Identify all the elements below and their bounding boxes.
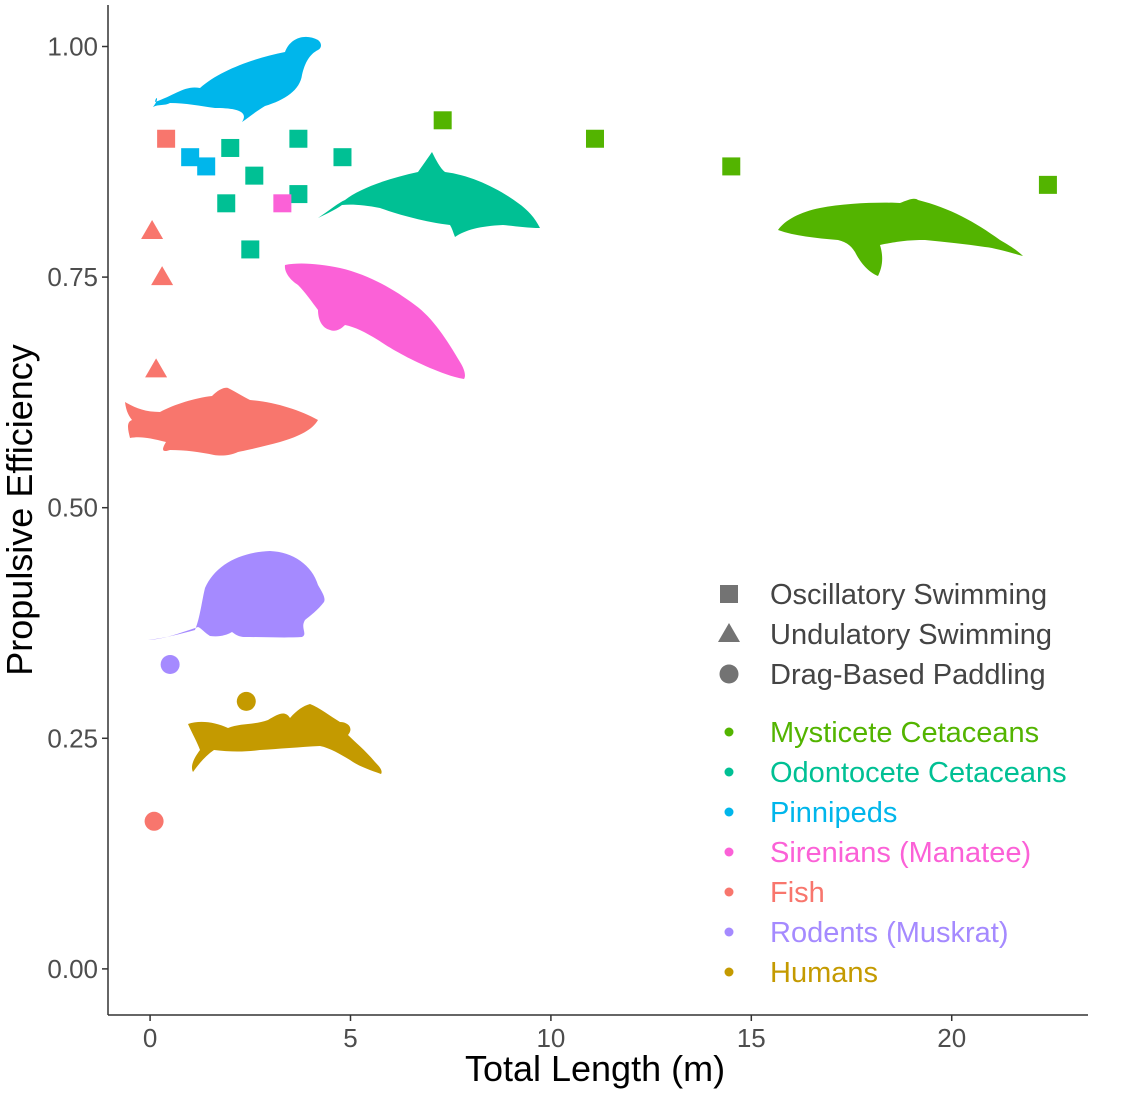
legend-shape-key (719, 664, 739, 684)
data-point (197, 157, 216, 176)
seal-silhouette (153, 36, 321, 122)
x-axis-title: Total Length (m) (465, 1048, 725, 1089)
data-point (273, 194, 292, 213)
swimmer-silhouette (188, 704, 382, 774)
data-point (145, 358, 168, 378)
y-tick-label: 0.00 (47, 954, 98, 984)
data-point (217, 194, 236, 213)
data-point (245, 166, 264, 185)
y-tick-label: 1.00 (47, 32, 98, 62)
y-ticks: 0.00 0.25 0.50 0.75 1.00 (47, 32, 108, 984)
y-tick-label: 0.25 (47, 723, 98, 753)
data-point (585, 129, 604, 148)
data-point (289, 129, 308, 148)
legend-color-key (724, 807, 734, 817)
y-axis-title: Propulsive Efficiency (0, 344, 40, 676)
fish-silhouette (125, 387, 318, 456)
x-tick-label: 15 (737, 1023, 766, 1053)
animal-silhouettes (125, 36, 1023, 774)
legend-series-label: Mysticete Cetaceans (770, 717, 1039, 749)
legend-series-label: Sirenians (Manatee) (770, 837, 1031, 869)
data-point (157, 129, 176, 148)
legend-color-key (724, 927, 734, 937)
legend-shape-label: Undulatory Swimming (770, 619, 1052, 651)
manatee-silhouette (284, 263, 465, 379)
data-point (151, 266, 174, 286)
legend-shape-key (718, 623, 740, 642)
legend-shape-key (720, 585, 738, 603)
data-point (221, 138, 240, 157)
data-points (141, 111, 1057, 831)
legend-color-key (724, 887, 734, 897)
x-tick-label: 5 (343, 1023, 357, 1053)
legend-series-label: Odontocete Cetaceans (770, 757, 1067, 789)
data-point (236, 691, 256, 711)
data-point (160, 654, 180, 674)
data-point (144, 811, 164, 831)
y-tick-label: 0.75 (47, 262, 98, 292)
legend-shape-label: Drag-Based Paddling (770, 659, 1046, 691)
data-point (722, 157, 741, 176)
dolphin-silhouette (318, 152, 540, 237)
legend-series-label: Pinnipeds (770, 797, 897, 829)
x-tick-label: 0 (143, 1023, 157, 1053)
legend-series-label: Rodents (Muskrat) (770, 917, 1009, 949)
data-point (333, 148, 352, 167)
legend-shape-label: Oscillatory Swimming (770, 579, 1047, 611)
humpback-whale-silhouette (778, 198, 1023, 276)
legend-series-label: Humans (770, 957, 878, 989)
legend-color-key (724, 967, 734, 977)
data-point (1038, 175, 1057, 194)
legend-color-key (724, 767, 734, 777)
data-point (181, 148, 200, 167)
data-point (289, 185, 308, 204)
axes (107, 5, 1088, 1016)
data-point (241, 240, 260, 259)
y-tick-label: 0.50 (47, 493, 98, 523)
legend: Oscillatory Swimming Undulatory Swimming D… (718, 579, 1067, 989)
x-ticks: 0 5 10 15 20 (143, 1015, 966, 1053)
x-tick-label: 20 (937, 1023, 966, 1053)
x-tick-label: 10 (536, 1023, 565, 1053)
data-point (141, 219, 164, 239)
data-point (433, 111, 452, 130)
legend-color-key (724, 847, 734, 857)
legend-series-label: Fish (770, 877, 825, 909)
muskrat-silhouette (148, 551, 325, 640)
legend-color-key (724, 727, 734, 737)
